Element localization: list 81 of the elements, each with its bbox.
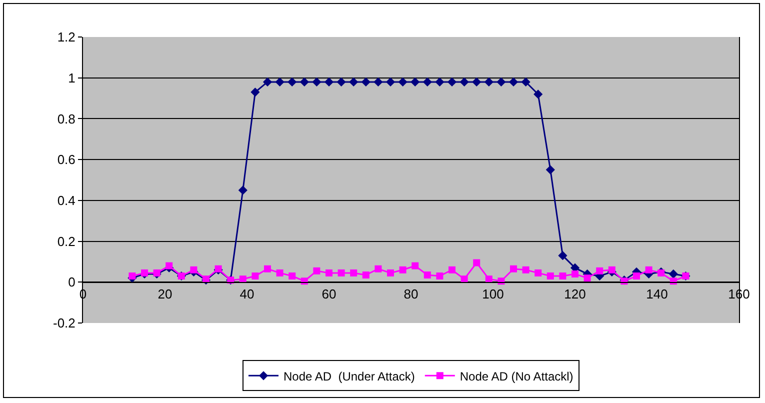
point — [668, 269, 678, 279]
point — [584, 274, 591, 282]
y-tick-label: 0.4 — [57, 192, 76, 208]
point — [460, 276, 468, 283]
point — [435, 77, 444, 86]
point — [313, 267, 320, 274]
point — [448, 266, 456, 274]
point — [239, 276, 246, 283]
x-tick-label: 120 — [564, 286, 586, 302]
x-tick-label: 40 — [240, 286, 254, 302]
point — [288, 77, 297, 86]
point — [546, 272, 554, 280]
point — [374, 265, 382, 272]
point — [153, 269, 160, 276]
y-tick-label: -0.2 — [52, 316, 76, 331]
legend-label: Node AD (Under Attack) — [284, 369, 415, 384]
point — [128, 272, 136, 280]
point — [386, 77, 396, 86]
point — [252, 272, 259, 280]
point — [424, 271, 431, 278]
point — [410, 77, 420, 86]
point — [436, 272, 444, 280]
y-tick-label: 0.8 — [57, 111, 76, 126]
point — [633, 272, 640, 280]
point — [422, 77, 432, 86]
point — [276, 269, 284, 276]
point — [288, 272, 296, 280]
point — [496, 77, 506, 86]
point — [534, 269, 542, 276]
point — [190, 266, 198, 274]
point — [238, 186, 248, 195]
point — [336, 77, 346, 86]
point — [596, 267, 604, 274]
point — [460, 77, 469, 86]
point — [546, 165, 555, 174]
point — [349, 77, 358, 86]
point — [300, 77, 309, 86]
point — [473, 259, 480, 266]
point — [510, 265, 517, 272]
point — [275, 77, 284, 86]
point — [645, 266, 652, 274]
point — [447, 77, 457, 86]
point — [264, 265, 271, 272]
point — [350, 269, 358, 276]
x-tick-label: 60 — [322, 286, 336, 302]
point — [387, 269, 394, 276]
point — [572, 270, 578, 278]
y-tick-label: 1.2 — [57, 30, 76, 45]
x-tick-label: 100 — [482, 286, 504, 302]
point — [484, 77, 494, 86]
point — [522, 266, 530, 274]
point — [250, 88, 260, 97]
point — [398, 77, 408, 86]
point — [608, 266, 616, 274]
point — [534, 90, 543, 99]
point — [558, 251, 568, 260]
point — [166, 262, 173, 270]
point — [338, 269, 345, 276]
x-tick-label: 20 — [158, 286, 172, 302]
point — [412, 262, 419, 270]
point — [326, 269, 332, 276]
point — [485, 276, 492, 283]
point — [362, 271, 370, 278]
y-tick-label: 0 — [68, 274, 76, 290]
point — [361, 77, 370, 86]
y-tick-label: 0.2 — [57, 234, 76, 249]
point — [399, 266, 406, 274]
point — [312, 77, 322, 86]
point — [374, 77, 383, 86]
point — [324, 77, 334, 86]
point — [141, 269, 148, 276]
point — [262, 77, 272, 86]
legend-label: Node AD (No Attackl) — [460, 369, 574, 384]
x-tick-label: 140 — [646, 286, 668, 302]
point — [521, 77, 530, 86]
point — [559, 272, 566, 280]
point — [508, 77, 518, 86]
x-tick-label: 80 — [404, 286, 418, 302]
y-tick-label: 0.6 — [57, 152, 76, 168]
y-tick-label: 1 — [68, 70, 76, 86]
point — [472, 77, 482, 86]
